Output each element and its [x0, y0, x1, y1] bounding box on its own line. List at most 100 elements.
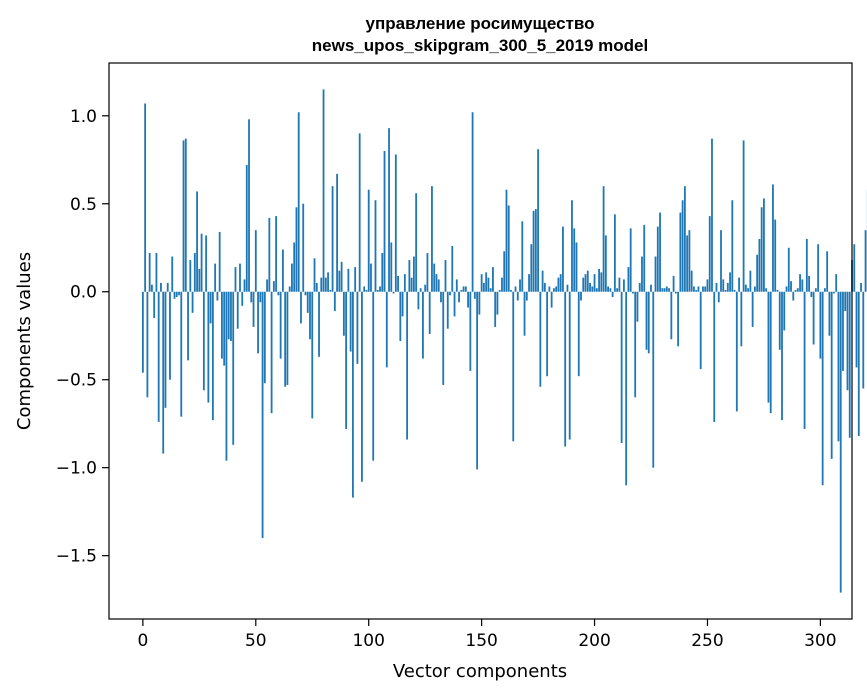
bar-component-88 — [340, 261, 343, 292]
bar-component-188 — [566, 284, 569, 292]
x-tick-label: 300 — [804, 631, 836, 651]
bar-component-226 — [652, 291, 655, 468]
bar-component-201 — [595, 288, 598, 292]
bar-component-47 — [248, 119, 250, 292]
bar-component-23 — [193, 253, 196, 292]
bar-component-200 — [593, 274, 596, 292]
bar-component-266 — [742, 140, 745, 292]
bar-component-202 — [598, 268, 600, 292]
bar-component-165 — [514, 286, 517, 292]
bar-component-43 — [239, 263, 241, 292]
bar-component-280 — [774, 219, 777, 292]
bar-component-78 — [318, 291, 320, 357]
bar-component-239 — [681, 200, 684, 292]
bar-component-294 — [805, 238, 808, 292]
bar-component-45 — [243, 279, 246, 292]
bar-component-36 — [223, 291, 226, 366]
bar-component-249 — [704, 286, 707, 292]
bar-component-10 — [164, 291, 167, 408]
bar-component-54 — [263, 291, 266, 384]
bar-component-317 — [857, 291, 860, 437]
bar-component-160 — [503, 251, 506, 292]
bar-component-5 — [153, 291, 156, 319]
bar-component-193 — [577, 291, 580, 377]
bar-component-98 — [363, 286, 366, 292]
bar-component-233 — [668, 288, 670, 292]
bar-component-276 — [765, 288, 768, 292]
bar-component-12 — [169, 291, 171, 380]
bar-component-177 — [541, 270, 544, 292]
bar-component-3 — [148, 253, 151, 292]
bar-component-35 — [221, 291, 223, 359]
bar-component-223 — [645, 291, 648, 350]
bar-component-92 — [349, 291, 352, 352]
bar-component-70 — [300, 291, 302, 324]
bar-component-51 — [257, 291, 259, 354]
bar-component-99 — [365, 289, 368, 292]
bar-component-76 — [313, 258, 316, 292]
bar-component-227 — [654, 256, 657, 292]
bar-component-86 — [336, 173, 338, 292]
bar-component-163 — [510, 289, 512, 292]
bar-component-176 — [539, 291, 542, 387]
x-tick-label: 50 — [245, 631, 267, 651]
bar-component-21 — [189, 260, 192, 292]
bar-component-205 — [604, 235, 607, 292]
bar-component-116 — [403, 274, 406, 292]
bar-component-308 — [837, 291, 840, 442]
bar-component-309 — [839, 291, 842, 593]
bar-component-240 — [683, 186, 686, 292]
bar-component-312 — [846, 291, 849, 391]
bar-component-287 — [790, 281, 792, 292]
bar-component-252 — [711, 138, 713, 292]
bar-component-212 — [620, 291, 623, 444]
bar-component-8 — [160, 282, 162, 292]
bar-component-247 — [699, 291, 702, 370]
bar-component-199 — [591, 286, 594, 292]
bar-component-295 — [808, 275, 810, 292]
bar-component-319 — [862, 291, 865, 389]
bar-component-112 — [394, 154, 397, 292]
bar-component-85 — [333, 291, 336, 312]
y-axis-ticks: 1.0 0.5 0.0 −0.5 −1.0 −1.5 — [56, 107, 109, 567]
bar-component-169 — [523, 291, 526, 336]
bar-component-19 — [184, 138, 187, 292]
bar-component-63 — [284, 291, 287, 387]
bar-component-158 — [498, 289, 501, 292]
bar-component-68 — [295, 207, 298, 292]
bar-component-316 — [855, 291, 858, 368]
bar-component-156 — [494, 291, 497, 327]
x-tick-label: 100 — [352, 631, 384, 651]
bar-component-257 — [722, 279, 725, 292]
bar-component-118 — [408, 260, 411, 292]
bar-component-157 — [496, 291, 499, 315]
bar-component-122 — [417, 291, 420, 310]
bar-component-66 — [291, 263, 293, 292]
bar-component-218 — [634, 291, 637, 398]
bar-component-181 — [550, 291, 553, 308]
bar-component-231 — [663, 288, 666, 292]
bar-component-292 — [801, 279, 804, 292]
x-tick-label: 150 — [465, 631, 497, 651]
bar-component-130 — [435, 274, 438, 292]
bar-component-203 — [600, 272, 603, 292]
bar-component-183 — [555, 286, 558, 292]
bar-component-253 — [713, 291, 716, 422]
bar-component-159 — [501, 277, 503, 292]
bar-component-109 — [388, 128, 390, 292]
bar-component-244 — [693, 286, 695, 292]
bar-component-31 — [211, 291, 214, 421]
bar-component-83 — [329, 289, 332, 292]
bar-component-100 — [367, 189, 370, 292]
bar-component-168 — [521, 221, 524, 292]
x-tick-label: 250 — [691, 631, 723, 651]
bar-component-131 — [437, 279, 440, 292]
bar-component-42 — [236, 291, 239, 329]
bar-component-241 — [686, 235, 689, 292]
bar-component-102 — [372, 291, 375, 461]
bar-component-235 — [672, 275, 675, 292]
bar-component-175 — [537, 149, 539, 292]
bar-component-265 — [740, 291, 743, 347]
bar-component-225 — [650, 284, 652, 292]
